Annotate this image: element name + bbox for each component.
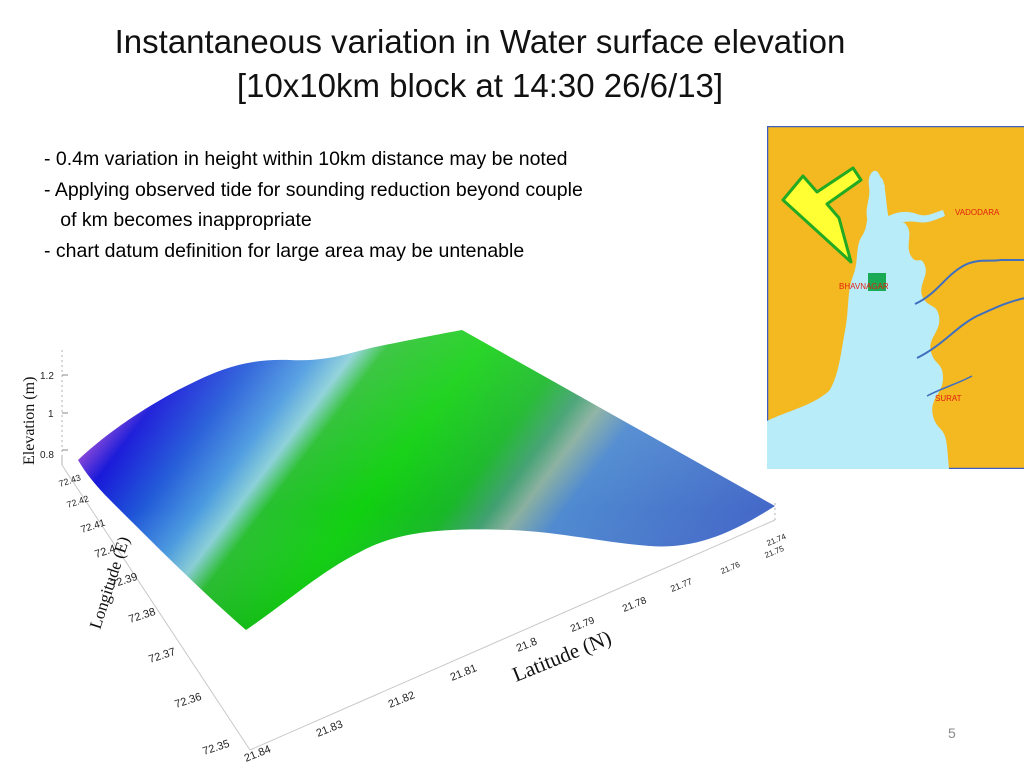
- map-boundary-line: [916, 297, 1024, 359]
- map-label-vadodara: VADODARA: [955, 208, 1000, 217]
- bullet-item: - Applying observed tide for sounding re…: [44, 178, 583, 201]
- study-area-marker: [868, 273, 886, 291]
- bullet-item: of km becomes inappropriate: [44, 209, 312, 231]
- longitude-tick-label: 72.43: [58, 472, 83, 488]
- location-arrow-icon: [781, 166, 863, 264]
- title-line-1: Instantaneous variation in Water surface…: [114, 23, 846, 60]
- map-boundary-line: [914, 259, 1024, 305]
- longitude-tick-label: 72.41: [80, 518, 108, 536]
- z-axis-label: Elevation (m): [21, 377, 38, 465]
- latitude-tick-label: 21.82: [387, 689, 417, 710]
- page-number: 5: [948, 725, 956, 741]
- latitude-tick-label: 21.83: [315, 718, 345, 739]
- longitude-tick-label: 72.42: [66, 493, 91, 509]
- title-line-2: [10x10km block at 14:30 26/6/13]: [236, 67, 724, 104]
- longitude-tick-label: 72.38: [127, 606, 157, 626]
- bullet-item: - chart datum definition for large area …: [44, 239, 525, 262]
- map-water: [767, 177, 949, 469]
- surface-plot: Elevation (m) 1.2 1 0.8 Longitude (E) 72…: [21, 330, 788, 765]
- location-map: VADODARA BHAVNAGAR SURAT: [767, 126, 1024, 469]
- slide-title: Instantaneous variation in Water surface…: [0, 20, 960, 108]
- latitude-tick-label: 21.77: [669, 576, 694, 594]
- bullet-list: - 0.4m variation in height within 10km d…: [44, 144, 744, 266]
- latitude-tick-label: 21.81: [449, 662, 479, 683]
- latitude-tick-label: 21.76: [719, 560, 741, 576]
- map-label-bhavnagar: BHAVNAGAR: [839, 282, 889, 291]
- latitude-tick-label: 21.78: [621, 595, 649, 615]
- z-tick-label: 0.8: [40, 450, 54, 461]
- bullet-item: - 0.4m variation in height within 10km d…: [44, 148, 568, 170]
- longitude-tick-label: 72.37: [147, 646, 177, 666]
- z-tick-label: 1: [48, 409, 54, 420]
- latitude-axis-label: Latitude (N): [509, 625, 615, 686]
- longitude-tick-label: 72.35: [201, 738, 231, 758]
- longitude-tick-label: 72.36: [173, 691, 203, 711]
- map-label-surat: SURAT: [935, 394, 962, 403]
- z-tick-label: 1.2: [40, 371, 54, 382]
- latitude-tick-label: 21.8: [515, 636, 539, 655]
- latitude-tick-label: 21.75: [763, 544, 785, 560]
